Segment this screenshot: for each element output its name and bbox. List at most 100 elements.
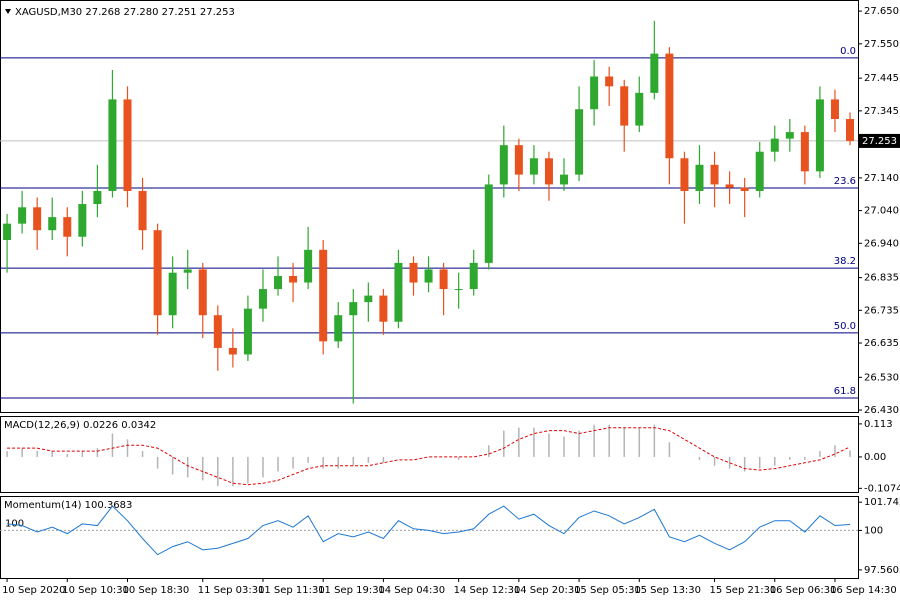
candle-body [243, 308, 252, 355]
candle-body [499, 145, 508, 185]
candle-body [635, 92, 644, 126]
y-tick-label: 27.550 [864, 39, 899, 50]
candle-body [454, 289, 463, 291]
candle-body [379, 295, 388, 322]
candle-body [349, 302, 358, 316]
y-tick-label: 27.650 [864, 6, 899, 17]
candle-body [18, 207, 27, 224]
y-tick-label: 27.040 [864, 206, 899, 217]
y-tick-label: 97.5605 [864, 565, 900, 576]
candle-body [364, 295, 373, 303]
y-tick-label: 101.7428 [864, 497, 900, 508]
y-tick-label: 26.530 [864, 372, 899, 383]
candle-body [514, 145, 523, 175]
x-tick-label: 11 Sep 11:30 [258, 585, 325, 596]
y-tick-label: 26.940 [864, 238, 899, 249]
x-tick-label: 15 Sep 21:30 [710, 585, 777, 596]
candle-body [680, 158, 689, 191]
candle-body [319, 249, 328, 342]
candle-body [48, 217, 57, 231]
x-tick-label: 14 Sep 12:30 [454, 585, 521, 596]
candle-body [183, 269, 192, 273]
candle-body [394, 262, 403, 322]
y-tick-label: 27.445 [864, 73, 899, 84]
y-tick-label: 26.835 [864, 273, 899, 284]
candle-body [815, 99, 824, 172]
x-tick-label: 10 Sep 18:30 [122, 585, 189, 596]
x-tick-label: 14 Sep 04:30 [378, 585, 445, 596]
candle-body [33, 207, 42, 231]
x-tick-label: 11 Sep 19:30 [318, 585, 385, 596]
indicator-title: MACD(12,26,9) 0.0226 0.0342 [4, 420, 156, 431]
candle-body [830, 99, 839, 120]
panel-frame [0, 496, 859, 579]
candle-body [138, 190, 147, 231]
candle-body [198, 269, 207, 316]
signal-line [7, 427, 851, 486]
candle-body [108, 99, 117, 191]
candle-body [755, 151, 764, 191]
fib-level-label: 61.8 [834, 386, 856, 397]
candle-body [153, 230, 162, 316]
candle-body [529, 158, 538, 175]
y-tick-label: 26.635 [864, 338, 899, 349]
candle-body [725, 184, 734, 188]
fib-level-label: 0.0 [840, 46, 856, 57]
candle-body [228, 347, 237, 355]
y-tick-label: 100 [864, 525, 883, 536]
fib-level-label: 23.6 [834, 176, 856, 187]
x-tick-label: 16 Sep 14:30 [830, 585, 897, 596]
candle-body [3, 223, 12, 241]
candle-body [785, 132, 794, 139]
y-tick-label: 27.140 [864, 173, 899, 184]
y-tick-label: 0.00 [864, 452, 886, 463]
candle-body [93, 190, 102, 205]
candle-body [274, 275, 283, 290]
candle-body [665, 53, 674, 159]
candle-body [544, 158, 553, 185]
indicator-title: Momentum(14) 100.3683 [4, 500, 132, 511]
candle-body [590, 76, 599, 110]
y-tick-label: 26.735 [864, 305, 899, 316]
candle-body [650, 53, 659, 93]
chart-title: XAGUSD,M30 27.268 27.280 27.251 27.253 [15, 7, 235, 18]
symbol-menu-icon[interactable] [5, 9, 11, 14]
candle-body [168, 272, 177, 316]
candle-body [424, 269, 433, 283]
x-tick-label: 11 Sep 03:30 [198, 585, 265, 596]
candle-body [289, 275, 298, 283]
candle-body [409, 262, 418, 283]
fib-level-label: 38.2 [834, 256, 856, 267]
candle-body [710, 164, 719, 185]
x-tick-label: 15 Sep 05:30 [574, 585, 641, 596]
candle-body [484, 184, 493, 263]
candle-body [620, 86, 629, 126]
candle-body [800, 132, 809, 172]
candle-body [695, 164, 704, 191]
x-tick-label: 15 Sep 13:30 [634, 585, 701, 596]
candle-body [605, 76, 614, 87]
y-tick-label: 26.430 [864, 405, 899, 416]
x-tick-label: 16 Sep 06:30 [770, 585, 837, 596]
panel-frame [0, 416, 859, 493]
candle-body [439, 269, 448, 290]
candle-body [846, 119, 855, 141]
candle-body [770, 138, 779, 152]
candle-body [740, 187, 749, 191]
candle-body [213, 315, 222, 348]
candle-body [560, 174, 569, 185]
candle-body [63, 217, 72, 237]
candle-body [258, 289, 267, 309]
y-tick-label: 27.345 [864, 106, 899, 117]
x-tick-label: 14 Sep 20:30 [514, 585, 581, 596]
x-tick-label: 10 Sep 2020 [2, 585, 65, 596]
y-tick-label: 0.113 [864, 419, 893, 430]
candle-body [123, 99, 132, 191]
price-tag [859, 133, 900, 148]
candle-body [334, 315, 343, 342]
fib-level-label: 50.0 [834, 321, 856, 332]
level-label: 100 [5, 518, 24, 529]
candle-body [78, 204, 87, 237]
candle-body [469, 262, 478, 290]
